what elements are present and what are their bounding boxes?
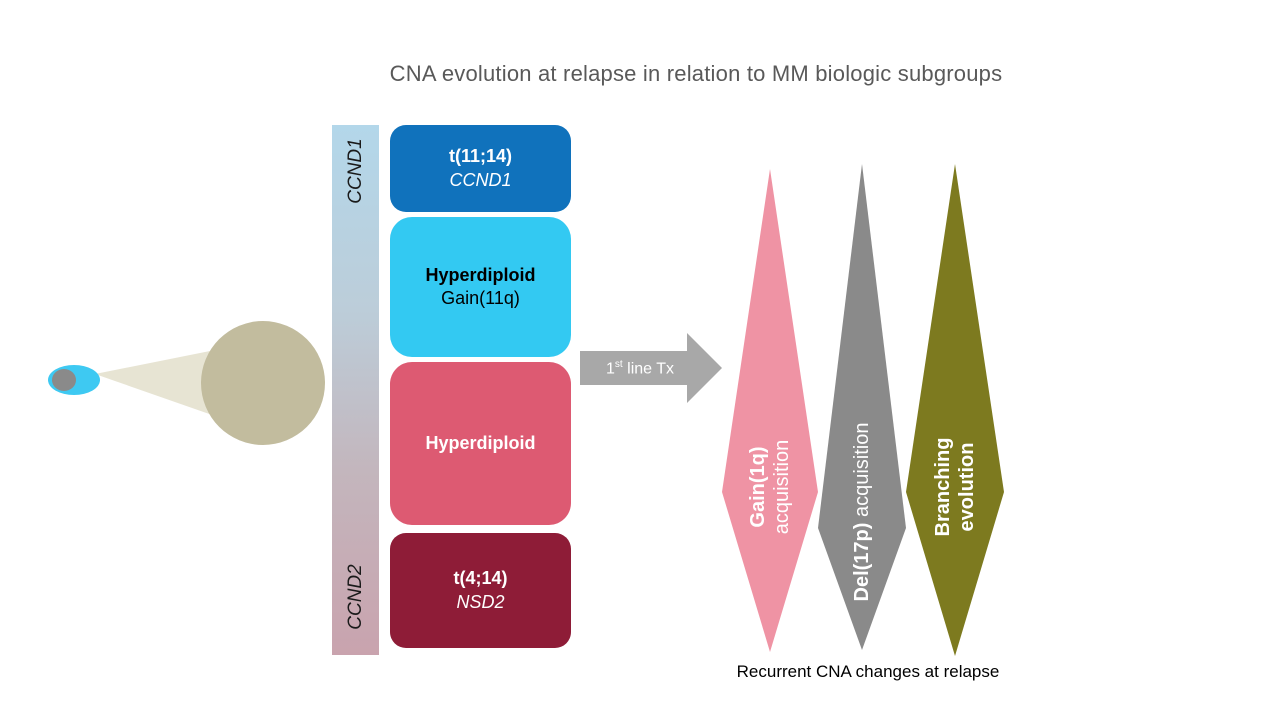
branching-kite-shape <box>906 164 1004 656</box>
gain1q-kite-shape <box>722 169 818 652</box>
clone-tail-shape <box>95 350 215 416</box>
ccnd2-axis-label: CCND2 <box>344 564 366 630</box>
del17p-label-bold: Del(17p) <box>851 522 873 602</box>
arrow-label-superscript: st <box>614 359 623 370</box>
subgroup-line2: NSD2 <box>456 591 505 612</box>
relapse-caption: Recurrent CNA changes at relapse <box>736 662 1000 681</box>
gain1q-label-line1: Gain(1q) <box>747 446 769 528</box>
del17p-kite-shape <box>818 164 906 650</box>
clone-balloon-shape <box>201 321 325 445</box>
branching-evolution-label: Branching evolution <box>931 438 979 537</box>
ccnd-gradient-bar: CCND1 CCND2 <box>332 125 379 655</box>
subgroup-line1: t(11;14) <box>448 146 513 167</box>
branching-label-line2: evolution <box>956 442 978 532</box>
subgroup-box-hyperdiploid: Hyperdiploid <box>390 362 571 525</box>
gain1q-label-line2: acquisition <box>771 439 793 535</box>
subgroup-box-t11-14: t(11;14) CCND1 <box>390 125 571 212</box>
gain1q-label: Gain(1q) acquisition <box>746 440 794 535</box>
subgroup-line2: CCND1 <box>449 169 512 190</box>
subgroup-line1: t(4;14) <box>453 568 508 589</box>
arrow-label-prefix: 1 <box>606 360 615 378</box>
figure-title: CNA evolution at relapse in relation to … <box>389 61 1003 86</box>
branching-label-line1: Branching <box>932 437 954 537</box>
subgroup-box-hyperdiploid-gain11q: Hyperdiploid Gain(11q) <box>390 217 571 357</box>
subgroup-box-t4-14: t(4;14) NSD2 <box>390 533 571 648</box>
treatment-arrow <box>580 333 722 403</box>
subgroup-line1: Hyperdiploid <box>425 264 536 285</box>
ccnd1-axis-label: CCND1 <box>344 138 366 204</box>
del17p-label-regular: acquisition <box>851 422 873 523</box>
subgroup-line2: Gain(11q) <box>441 288 520 308</box>
cell-nucleus-icon <box>52 369 76 391</box>
del17p-label: Del(17p) acquisition <box>850 423 874 602</box>
arrow-label-suffix: line Tx <box>622 360 674 378</box>
first-line-treatment-label: 1st line Tx <box>580 359 700 378</box>
subgroup-line1: Hyperdiploid <box>425 432 536 453</box>
